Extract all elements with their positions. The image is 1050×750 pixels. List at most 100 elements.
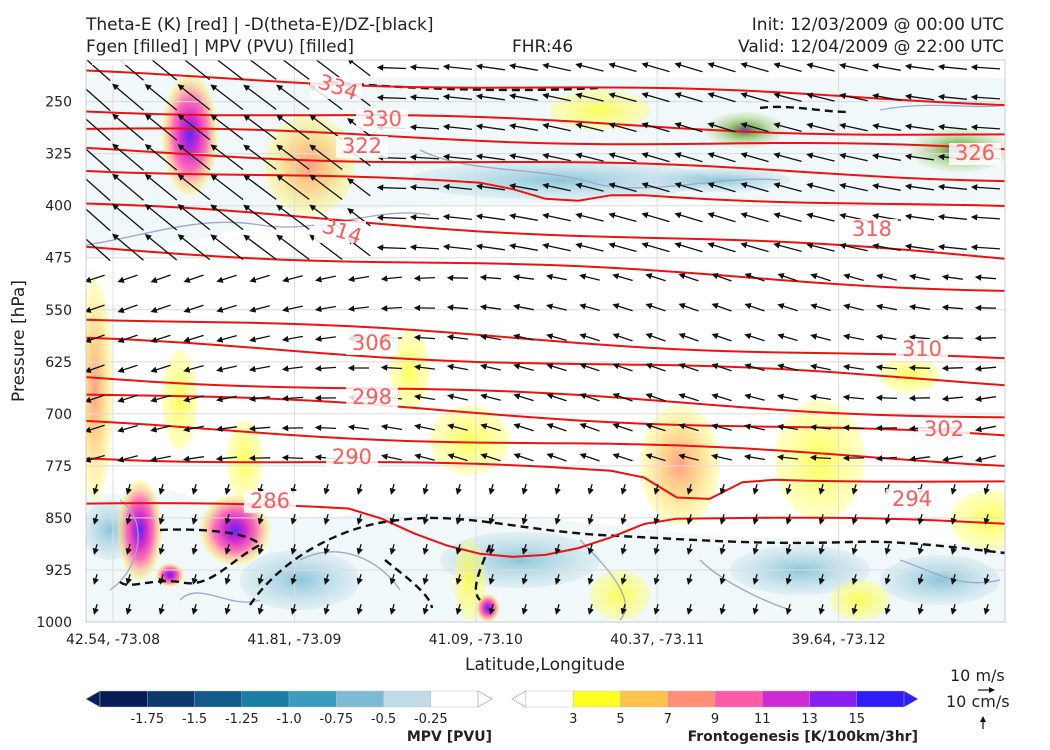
- wind-vector: [150, 364, 171, 373]
- wind-vector: [818, 514, 825, 525]
- wind-vector: [323, 604, 330, 615]
- wind-vector: [575, 182, 604, 192]
- wind-vector: [314, 335, 336, 342]
- frontogenesis-colorbar: 3 5 7 9 11 13 15: [511, 690, 919, 727]
- wind-vector: [282, 275, 303, 283]
- wind-vector: [744, 273, 765, 282]
- wind-vector: [941, 274, 963, 281]
- wind-vector: [183, 364, 204, 373]
- x-tick-label: 39.64, -73.12: [792, 632, 886, 648]
- colorbar-tick-label: -0.75: [319, 712, 353, 727]
- wind-vector: [719, 604, 726, 615]
- wind-vector: [612, 393, 633, 402]
- wind-vector: [248, 425, 271, 432]
- wind-vector: [641, 122, 670, 133]
- wind-vector: [455, 544, 462, 555]
- wind-vector: [455, 604, 462, 615]
- wind-vector: [86, 364, 105, 373]
- colorbar-swatch: [856, 690, 905, 708]
- wind-vector: [479, 304, 501, 311]
- wind-vector: [674, 242, 703, 253]
- wind-vector: [409, 64, 440, 71]
- wind-vector: [389, 544, 396, 555]
- wind-vector: [521, 514, 528, 525]
- frontogenesis-colorbar-title: Frontogenesis [K/100km/3hr]: [688, 729, 918, 745]
- wind-vector: [711, 363, 732, 372]
- wind-vector: [711, 423, 732, 431]
- wind-vector: [785, 544, 792, 555]
- wind-vector: [249, 335, 270, 343]
- theta-e-label-338: 338: [98, 41, 138, 65]
- wind-vector: [674, 92, 703, 103]
- wind-vector: [686, 544, 693, 555]
- colorbar-tick-label: -1.0: [276, 712, 301, 727]
- wind-vector: [974, 274, 997, 281]
- wind-vector: [917, 574, 924, 585]
- wind-vector: [380, 305, 403, 312]
- wind-vector: [513, 393, 534, 402]
- wind-vector: [546, 423, 567, 432]
- mpv-colorbar: -1.75 -1.5 -1.25 -1.0 -0.75 -0.5 -0.25: [85, 690, 493, 727]
- wind-vector: [191, 514, 198, 525]
- wind-vector: [475, 243, 505, 251]
- theta-e-label-298: 298: [352, 385, 392, 409]
- colorbar-swatch: [762, 690, 810, 708]
- wind-vector: [183, 395, 204, 403]
- wind-vector: [210, 204, 244, 231]
- wind-vector: [686, 604, 693, 615]
- wind-vector: [740, 62, 769, 73]
- wind-vector: [875, 455, 898, 462]
- wind-vector: [125, 484, 132, 495]
- wind-vector: [323, 514, 330, 525]
- wind-vector: [281, 454, 304, 461]
- wind-vector: [290, 544, 297, 555]
- wind-vector: [513, 333, 534, 341]
- wind-vector: [86, 233, 111, 262]
- wind-vector: [641, 242, 670, 253]
- wind-vector: [509, 93, 538, 101]
- wind-vector: [937, 93, 967, 101]
- wind-vector: [777, 333, 798, 342]
- colorbar-tick-label: 3: [569, 712, 577, 727]
- colorbar-tick-label: 9: [711, 712, 719, 727]
- wind-vector: [276, 84, 310, 110]
- wind-vector: [158, 484, 165, 495]
- wind-vector: [620, 514, 627, 525]
- wind-vector: [144, 173, 178, 201]
- wind-vector: [224, 574, 231, 585]
- wind-vector: [707, 152, 736, 163]
- wind-vector: [414, 453, 435, 461]
- x-tick-label: 41.09, -73.10: [429, 632, 523, 648]
- wind-vector: [422, 574, 429, 585]
- wind-vector: [442, 213, 472, 221]
- wind-vector: [884, 544, 891, 555]
- wind-vector: [86, 203, 111, 232]
- wind-vector: [86, 394, 105, 403]
- wind-vector: [554, 514, 561, 525]
- wind-vector: [276, 174, 310, 200]
- contour-label-backdrop: [346, 333, 398, 355]
- colorbar-swatch: [241, 690, 290, 708]
- colorbar-swatch: [430, 690, 479, 708]
- wind-vector: [974, 395, 996, 403]
- wind-vector: [257, 574, 264, 585]
- wind-vector: [309, 174, 343, 201]
- wind-vector: [806, 212, 835, 222]
- wind-vector: [653, 574, 660, 585]
- wind-vector: [608, 212, 637, 223]
- wind-vector: [851, 544, 858, 555]
- wind-vector: [744, 393, 765, 401]
- theta-e-contour-322: [86, 170, 1005, 207]
- wind-vector: [509, 213, 538, 221]
- wind-vector: [224, 604, 231, 615]
- wind-vector: [422, 604, 429, 615]
- wind-vector: [112, 143, 144, 171]
- wind-vector: [773, 62, 802, 73]
- wind-vector: [112, 60, 144, 81]
- wind-vector: [579, 273, 600, 281]
- wind-vector: [521, 574, 528, 585]
- wind-vector: [806, 182, 835, 192]
- theta-e-contour-290: [86, 457, 1005, 500]
- wind-vector: [575, 152, 604, 162]
- wind-vector: [884, 574, 891, 585]
